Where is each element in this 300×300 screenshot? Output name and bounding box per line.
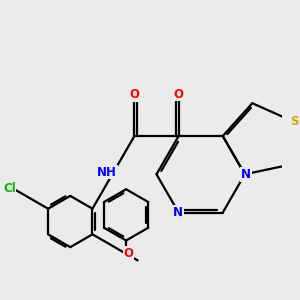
Text: N: N — [241, 168, 251, 181]
Text: N: N — [173, 206, 183, 219]
Text: O: O — [123, 247, 133, 260]
Text: NH: NH — [97, 166, 117, 178]
Text: O: O — [174, 88, 184, 100]
Text: S: S — [291, 115, 299, 128]
Text: Cl: Cl — [3, 182, 16, 195]
Text: O: O — [129, 88, 140, 101]
